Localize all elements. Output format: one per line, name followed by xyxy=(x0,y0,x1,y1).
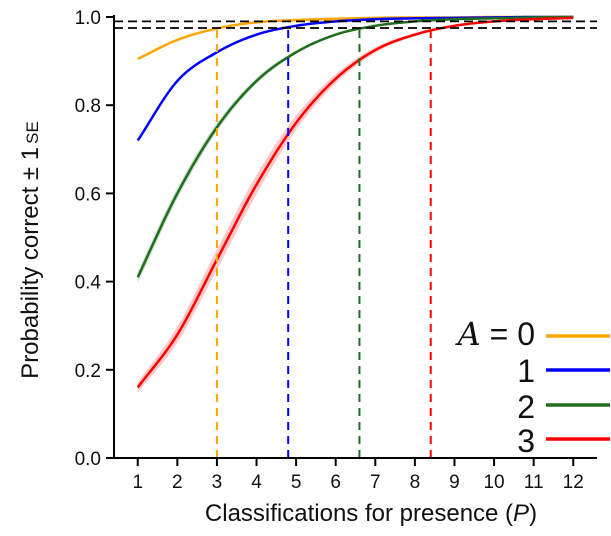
reference-lines xyxy=(114,20,597,29)
x-tick-label: 10 xyxy=(483,472,504,493)
x-tick-label: 8 xyxy=(410,472,421,493)
y-tick-label: 0.8 xyxy=(75,96,101,117)
x-tick-label: 7 xyxy=(370,472,381,493)
x-axis-title: Classifications for presence (P) xyxy=(205,500,537,527)
legend: A = 0 1 2 3 xyxy=(455,315,610,459)
y-tick-label: 1.0 xyxy=(75,8,101,29)
y-tick-label: 0.4 xyxy=(75,273,102,294)
legend-label-0: A = 0 xyxy=(455,315,535,353)
y-tick-label: 0.0 xyxy=(75,449,101,470)
x-tick-label: 6 xyxy=(330,472,341,493)
confidence-band-1 xyxy=(137,17,574,143)
series-line-1 xyxy=(136,15,574,142)
y-tick-label: 0.2 xyxy=(75,361,101,382)
x-tick-label: 2 xyxy=(172,472,183,493)
x-tick-label: 12 xyxy=(563,472,584,493)
threshold-lines xyxy=(215,27,432,458)
x-tick-label: 5 xyxy=(291,472,302,493)
y-ticks: 0.0 0.2 0.4 0.6 0.8 1.0 xyxy=(75,8,114,470)
x-tick-label: 11 xyxy=(524,472,544,493)
series-line-2 xyxy=(136,15,574,278)
x-tick-label: 1 xyxy=(132,472,143,493)
legend-label-2: 2 xyxy=(517,389,535,425)
y-tick-label: 0.6 xyxy=(75,184,101,205)
legend-label-1: 1 xyxy=(517,353,535,389)
x-tick-label: 9 xyxy=(449,472,460,493)
legend-label-3: 3 xyxy=(517,423,535,459)
x-tick-label: 3 xyxy=(212,472,223,493)
x-tick-label: 4 xyxy=(251,472,262,493)
x-ticks: 1 2 3 4 5 6 7 8 9 10 11 12 xyxy=(132,458,584,493)
series-line-0 xyxy=(137,15,574,61)
y-axis-title: Probability correct ± 1SE xyxy=(17,121,44,379)
